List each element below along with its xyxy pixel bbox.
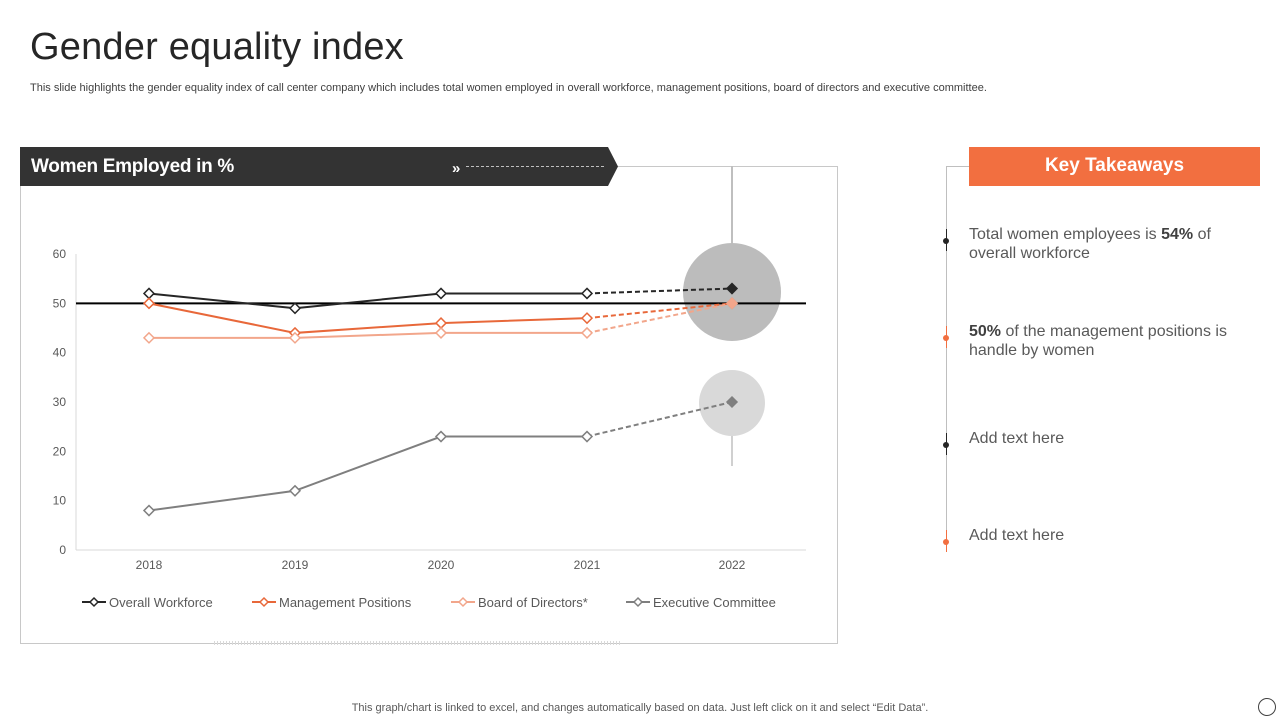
chart-header-banner: » Women Employed in % (20, 147, 618, 186)
takeaway-text: Add text here (969, 429, 1254, 448)
key-takeaways-title: Key Takeaways (1044, 155, 1185, 176)
chart-header-title: Women Employed in % (31, 156, 234, 177)
x-tick-label: 2019 (282, 558, 309, 572)
y-tick-label: 40 (53, 346, 67, 360)
series-line (148, 302, 588, 334)
data-point (434, 317, 448, 330)
takeaway-marker (943, 539, 949, 545)
legend-marker (258, 596, 270, 608)
y-tick-label: 30 (53, 395, 67, 409)
legend-marker (632, 596, 644, 608)
key-takeaways-header: Key Takeaways (969, 147, 1260, 186)
data-point (434, 287, 448, 300)
takeaway-marker (943, 238, 949, 244)
takeaway-marker (943, 442, 949, 448)
page-title: Gender equality index (30, 26, 404, 68)
data-point (434, 430, 448, 443)
data-point (725, 282, 739, 295)
legend-marker (88, 596, 100, 608)
data-point (142, 287, 156, 300)
takeaway-marker (943, 335, 949, 341)
data-point (288, 331, 302, 344)
takeaway-text: 50% of the management positions is handl… (969, 322, 1254, 360)
data-point (434, 326, 448, 339)
x-tick-label: 2022 (719, 558, 746, 572)
x-tick-label: 2020 (428, 558, 455, 572)
legend-label: Overall Workforce (109, 595, 213, 610)
takeaway-text-post: of the management positions is handle by… (969, 323, 1227, 359)
y-tick-label: 50 (53, 296, 67, 310)
circle-icon (1258, 698, 1276, 716)
y-tick-label: 20 (53, 444, 67, 458)
legend-marker (457, 596, 469, 608)
takeaways-timeline (946, 166, 947, 548)
page-subtitle: This slide highlights the gender equalit… (30, 82, 987, 94)
legend-label: Management Positions (279, 595, 412, 610)
takeaway-text-post: of overall workforce (969, 226, 1211, 262)
x-tick-label: 2018 (136, 558, 163, 572)
series-line (149, 331, 587, 339)
data-point (288, 302, 302, 315)
data-point (142, 504, 156, 517)
takeaway-text-pre: Add text here (969, 430, 1065, 447)
data-point (142, 297, 156, 310)
data-point (725, 297, 739, 310)
y-tick-label: 10 (53, 494, 67, 508)
data-point (580, 430, 594, 443)
x-tick-label: 2021 (574, 558, 601, 572)
series-projection-line (586, 302, 733, 320)
takeaway-text: Total women employees is 54% of overall … (969, 225, 1254, 263)
series-line (148, 292, 587, 310)
takeaway-text: Add text here (969, 526, 1254, 545)
takeaway-text-bold: 50% (969, 323, 1002, 340)
data-point (725, 395, 739, 409)
takeaway-text-pre: Add text here (969, 527, 1065, 544)
footer-note: This graph/chart is linked to excel, and… (351, 702, 929, 714)
y-tick-label: 0 (59, 543, 66, 557)
data-point (580, 312, 594, 325)
data-point (142, 331, 156, 344)
takeaway-text-pre: Total women employees is (969, 226, 1162, 243)
chart-header-shape: » (20, 147, 618, 186)
series-line (148, 435, 587, 512)
legend-label: Executive Committee (653, 595, 776, 610)
data-point (288, 484, 302, 497)
series-projection-line (586, 401, 733, 438)
takeaways-connector (946, 166, 969, 167)
legend-label: Board of Directors* (478, 595, 588, 610)
y-tick-label: 60 (53, 247, 67, 261)
data-point (580, 287, 594, 300)
double-chevron-icon: » (452, 160, 460, 177)
series-projection-line (586, 287, 733, 295)
data-point (580, 326, 594, 339)
takeaway-text-bold: 54% (1161, 226, 1194, 243)
series-projection-line (586, 302, 733, 334)
